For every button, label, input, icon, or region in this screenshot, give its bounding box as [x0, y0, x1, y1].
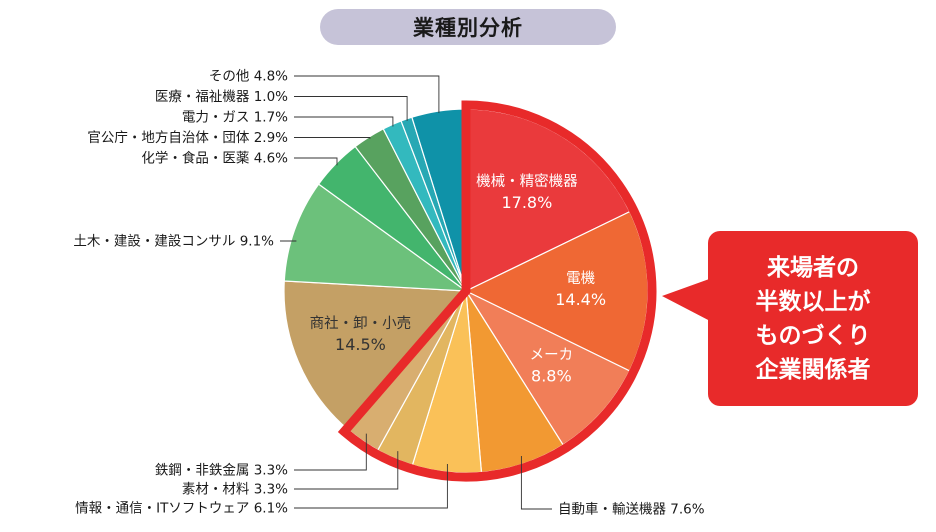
outside-label: 官公庁・地方自治体・団体 2.9%	[87, 130, 288, 146]
callout-line-1: 半数以上が	[756, 288, 871, 315]
callout-line-2: ものづくり	[756, 323, 871, 349]
callout-pointer	[662, 278, 712, 322]
slice-label-7: 商社・卸・小売	[310, 315, 412, 332]
leader-line	[294, 75, 440, 113]
leader-line	[294, 157, 338, 166]
highlight-group	[337, 100, 657, 482]
pie-slice-7	[283, 280, 468, 430]
leader-line	[520, 456, 552, 510]
outside-label: その他 4.8%	[209, 69, 288, 85]
slice-value-7: 14.5%	[335, 335, 386, 354]
slice-value-2: 8.8%	[531, 367, 572, 386]
outside-label: 化学・食品・医薬 4.6%	[141, 150, 288, 167]
callout-box-bg	[708, 231, 918, 406]
leader-line	[294, 451, 399, 490]
outside-label: 自動車・輸送機器 7.6%	[558, 502, 705, 518]
leader-line	[294, 137, 371, 139]
slice-label-0: 機械・精密機器	[476, 173, 578, 190]
slice-value-1: 14.4%	[555, 290, 606, 309]
pie-slices	[283, 108, 649, 474]
leader-lines	[280, 75, 552, 510]
slice-labels: 機械・精密機器 17.8% 電機 14.4% メーカ 8.8% 商社・卸・小売 14.5% その…	[73, 69, 704, 518]
callout-line-0: 来場者の	[767, 255, 859, 281]
slice-value-0: 17.8%	[501, 193, 552, 212]
slice-label-2: メーカ	[530, 348, 574, 364]
outside-label: 土木・建設・建設コンサル 9.1%	[73, 234, 274, 250]
leader-line	[294, 116, 394, 127]
outside-label: 電力・ガス 1.7%	[182, 110, 288, 126]
outside-label: 素材・材料 3.3%	[182, 482, 288, 498]
slice-label-1: 電機	[566, 270, 595, 287]
leader-line	[294, 96, 408, 121]
outside-label: 鉄鋼・非鉄金属 3.3%	[155, 463, 288, 479]
chart-title: 業種別分析	[320, 9, 616, 45]
outside-label: 医療・福祉機器 1.0%	[155, 88, 288, 105]
highlight-outline	[337, 100, 657, 482]
pie-slice-8	[283, 183, 469, 292]
callout-line-3: 企業関係者	[755, 356, 871, 383]
leader-line	[294, 464, 448, 509]
outside-label: 情報・通信・ITソフトウェア 6.1%	[75, 501, 288, 517]
leader-line	[294, 433, 367, 471]
